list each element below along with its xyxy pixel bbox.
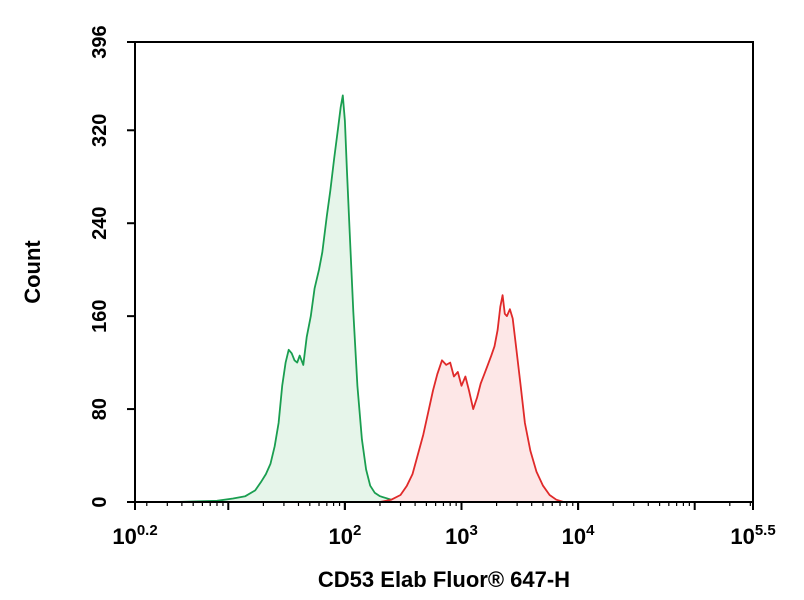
y-tick-label: 80 bbox=[89, 398, 111, 420]
series-1-line bbox=[135, 94, 497, 503]
x-tick-layer: 100.2 102 103 104 105.5 bbox=[112, 502, 776, 549]
x-tick-base: 10 bbox=[328, 524, 352, 549]
x-tick-base: 10 bbox=[112, 524, 136, 549]
x-axis-title: CD53 Elab Fluor® 647-H bbox=[318, 567, 570, 592]
x-tick-exponent: 0.2 bbox=[137, 522, 158, 539]
x-tick-base: 10 bbox=[730, 524, 754, 549]
x-tick-base: 10 bbox=[562, 524, 586, 549]
y-tick-label: 396 bbox=[89, 25, 111, 58]
y-tick-label: 320 bbox=[89, 114, 111, 147]
x-tick-exponent: 3 bbox=[470, 522, 478, 539]
x-tick-exponent: 4 bbox=[586, 522, 595, 539]
x-tick-label: 100.2 bbox=[112, 522, 157, 549]
x-tick-label: 105.5 bbox=[730, 522, 775, 549]
y-tick-layer: 0 80 160 240 320 396 bbox=[89, 25, 135, 508]
y-tick-label: 0 bbox=[89, 496, 111, 507]
x-tick-label: 102 bbox=[328, 522, 361, 549]
series-layer bbox=[135, 94, 579, 503]
x-tick-label: 104 bbox=[562, 522, 595, 549]
x-tick-label: 103 bbox=[445, 522, 478, 549]
y-tick-label: 160 bbox=[89, 299, 111, 332]
series-2-area bbox=[368, 295, 579, 502]
x-tick-exponent: 2 bbox=[353, 522, 361, 539]
x-tick-exponent: 5.5 bbox=[755, 522, 776, 539]
y-axis-title: Count bbox=[20, 240, 45, 304]
series-2-line bbox=[368, 294, 579, 503]
series-1-area bbox=[135, 95, 497, 503]
x-tick-base: 10 bbox=[445, 524, 469, 549]
y-tick-label: 240 bbox=[89, 207, 111, 240]
